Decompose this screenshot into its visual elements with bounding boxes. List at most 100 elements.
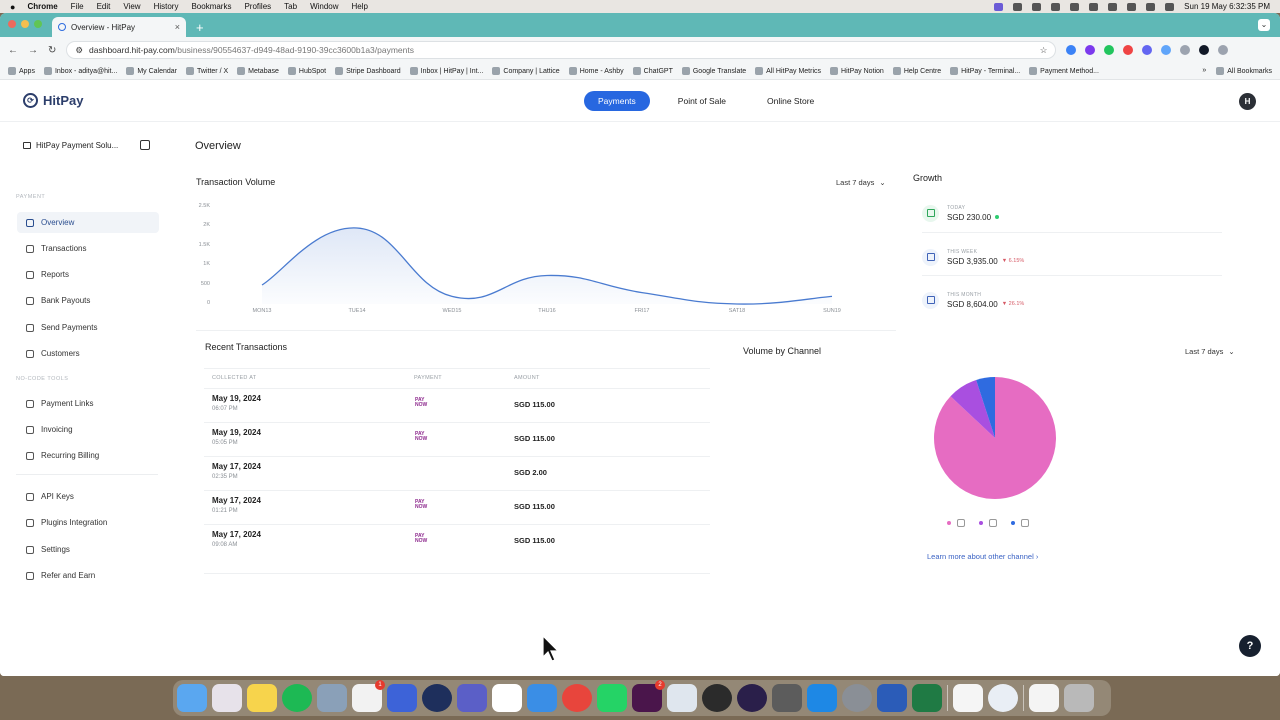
whatsapp-icon[interactable] [597, 684, 627, 712]
back-icon[interactable]: ← [8, 44, 18, 56]
collapse-sidebar-icon[interactable] [140, 140, 150, 150]
calculator-icon[interactable] [772, 684, 802, 712]
linear-icon[interactable] [702, 684, 732, 712]
bookmark-item[interactable]: Stripe Dashboard [335, 67, 401, 75]
slack-icon[interactable]: 2 [632, 680, 665, 712]
legend-payment-links[interactable] [1011, 519, 1029, 527]
menu-tab[interactable]: Tab [284, 2, 298, 11]
reload-icon[interactable]: ↻ [48, 44, 57, 56]
reminders-icon[interactable]: 1 [352, 680, 385, 712]
safari-icon[interactable] [527, 684, 557, 712]
bookmark-item[interactable]: HubSpot [287, 67, 326, 75]
sidebar-item-settings[interactable]: Settings [17, 539, 159, 560]
status-wifi-icon[interactable] [1108, 2, 1118, 11]
sidebar-item-overview[interactable]: Overview [17, 212, 159, 233]
volume-range-dropdown[interactable]: Last 7 days ⌄ [836, 178, 886, 187]
status-bluetooth-icon[interactable] [1089, 2, 1099, 11]
user-avatar[interactable]: H [1239, 93, 1256, 110]
status-app-icon[interactable] [994, 2, 1004, 11]
app-store-icon[interactable] [807, 684, 837, 712]
zoom-window-button[interactable] [34, 20, 42, 28]
bookmark-item[interactable]: Google Translate [681, 67, 746, 75]
document-icon[interactable] [1029, 684, 1059, 712]
finder-icon[interactable] [177, 684, 207, 712]
google-drive-icon[interactable] [953, 684, 983, 712]
bookmark-item[interactable]: Inbox | HitPay | Int... [409, 67, 483, 75]
bookmark-item[interactable]: HitPay - Terminal... [950, 67, 1020, 75]
bookmark-item[interactable]: HitPay Notion [830, 67, 884, 75]
apple-icon[interactable]: ● [10, 1, 16, 12]
all-bookmarks[interactable]: All Bookmarks [1216, 67, 1272, 75]
table-row[interactable]: May 17, 2024 02:35 PM SGD 2.00 [204, 456, 710, 490]
trash-icon[interactable] [1064, 684, 1094, 712]
sidebar-item-reports[interactable]: Reports [17, 264, 159, 285]
extension-icon[interactable] [1161, 45, 1172, 55]
menu-edit[interactable]: Edit [96, 2, 111, 11]
table-row[interactable]: May 17, 2024 01:21 PM PAY NOW SGD 115.00 [204, 490, 710, 524]
profile-icon[interactable] [1199, 45, 1210, 55]
table-row[interactable]: May 19, 2024 05:05 PM PAY NOW SGD 115.00 [204, 422, 710, 456]
sidebar-item-send-payments[interactable]: Send Payments [17, 317, 159, 338]
bookmark-item[interactable]: Twitter / X [186, 67, 228, 75]
status-settings-icon[interactable] [1051, 2, 1061, 11]
sidebar-item-plugins-integration[interactable]: Plugins Integration [17, 512, 159, 533]
more-bookmarks-icon[interactable]: » [1202, 67, 1207, 74]
extension-icon[interactable] [1085, 45, 1096, 55]
sidebar-item-transactions[interactable]: Transactions [17, 238, 159, 259]
status-control-center-icon[interactable] [1146, 2, 1156, 11]
status-moon-icon[interactable] [1070, 2, 1080, 11]
close-window-button[interactable] [8, 20, 16, 28]
notes-icon[interactable] [247, 684, 277, 712]
hitpay-app-icon[interactable] [422, 684, 452, 712]
menu-profiles[interactable]: Profiles [244, 2, 272, 11]
pie-slice-payment-links[interactable] [976, 377, 995, 438]
new-tab-icon[interactable]: + [196, 20, 204, 35]
site-info-icon[interactable]: ⚙ [75, 44, 84, 55]
tab-search-icon[interactable]: ⌄ [1258, 19, 1270, 31]
sidebar-item-api-keys[interactable]: API Keys [17, 486, 159, 507]
legend-online-store[interactable] [979, 519, 997, 527]
spotify-icon[interactable] [282, 684, 312, 712]
sidebar-item-payment-links[interactable]: Payment Links [17, 393, 159, 414]
chrome-icon[interactable] [562, 684, 592, 712]
extension-icon[interactable] [1142, 45, 1153, 55]
learn-more-channel-link[interactable]: Learn more about other channel › [927, 552, 1039, 561]
extension-icon[interactable] [1066, 45, 1077, 55]
bookmark-item[interactable]: Help Centre [892, 67, 941, 75]
menu-clock[interactable]: Sun 19 May 6:32:35 PM [1184, 2, 1270, 11]
browser-tab[interactable]: Overview - HitPay × [52, 17, 186, 37]
minimize-window-button[interactable] [21, 20, 29, 28]
1password-icon[interactable] [988, 684, 1018, 712]
menu-window[interactable]: Window [310, 2, 339, 11]
tab-payments[interactable]: Payments [584, 91, 650, 111]
bookmark-star-icon[interactable]: ☆ [1039, 44, 1048, 55]
arc-icon[interactable] [387, 684, 417, 712]
bookmark-item[interactable]: Metabase [237, 67, 279, 75]
status-record-icon[interactable] [1013, 2, 1023, 11]
table-row[interactable]: May 19, 2024 06:07 PM PAY NOW SGD 115.00 [204, 388, 710, 422]
launchpad-icon[interactable] [212, 684, 242, 712]
screen-recorder-icon[interactable] [737, 684, 767, 712]
teams-icon[interactable] [457, 684, 487, 712]
preview-icon[interactable] [317, 684, 347, 712]
stack-app-icon[interactable] [667, 684, 697, 712]
menu-bookmarks[interactable]: Bookmarks [191, 2, 232, 11]
bookmark-item[interactable]: ChatGPT [632, 67, 673, 75]
bookmark-item[interactable]: Home - Ashby [568, 67, 624, 75]
sidebar-item-invoicing[interactable]: Invoicing [17, 419, 159, 440]
tab-point-of-sale[interactable]: Point of Sale [677, 96, 726, 106]
address-bar[interactable]: ⚙ dashboard.hit-pay.com/business/9055463… [66, 41, 1057, 59]
sidebar-item-bank-payouts[interactable]: Bank Payouts [17, 290, 159, 311]
bookmark-item[interactable]: Inbox - aditya@hit... [43, 67, 117, 75]
channel-range-dropdown[interactable]: Last 7 days ⌄ [1185, 347, 1235, 356]
status-search-icon[interactable] [1127, 2, 1137, 11]
bookmark-item[interactable]: Company | Lattice [492, 67, 560, 75]
pie-slice-online-store[interactable] [950, 379, 995, 438]
close-tab-icon[interactable]: × [174, 22, 180, 32]
sidebar-item-customers[interactable]: Customers [17, 343, 159, 364]
extension-icon[interactable] [1104, 45, 1115, 55]
bookmark-item[interactable]: Apps [8, 67, 35, 75]
word-icon[interactable] [877, 684, 907, 712]
menu-file[interactable]: File [70, 2, 84, 11]
notion-app-icon[interactable] [492, 684, 522, 712]
